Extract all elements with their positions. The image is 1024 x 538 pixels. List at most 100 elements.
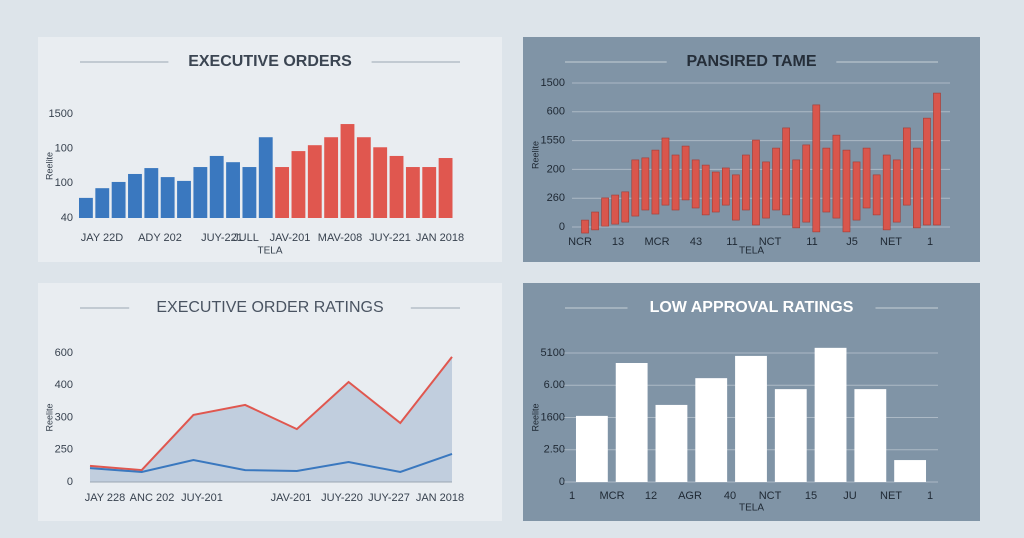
range-bar [681, 145, 690, 201]
x-tick-label: NCR [568, 236, 592, 248]
panel [38, 283, 502, 521]
bar [575, 415, 608, 482]
x-tick-label: J5 [846, 236, 858, 248]
range-bar [601, 197, 609, 227]
y-tick-label: 400 [55, 379, 73, 391]
x-tick-label: ANC 202 [130, 492, 175, 504]
bar [422, 167, 437, 218]
range-bar [591, 211, 599, 231]
y-tick-label: 40 [61, 212, 73, 224]
range-bar [782, 127, 790, 216]
y-tick-label: 260 [547, 192, 565, 204]
range-bar [822, 147, 831, 213]
x-tick-label: MAV-208 [318, 232, 362, 244]
range-bar [581, 219, 589, 234]
range-bar [882, 154, 891, 231]
y-tick-label: 600 [55, 347, 73, 359]
bar [79, 197, 93, 218]
bar [193, 167, 208, 218]
range-bar [852, 161, 861, 221]
panel-title: EXECUTIVE ORDER RATINGS [156, 299, 383, 316]
range-bar [842, 149, 851, 233]
x-tick-label: JAY 22D [81, 232, 123, 244]
range-bar [892, 159, 901, 223]
x-tick-label: 11 [726, 236, 737, 248]
bar [95, 188, 110, 218]
x-tick-label: JULL [233, 232, 259, 244]
range-bar [732, 174, 740, 221]
x-axis-label: TELA [257, 246, 282, 257]
y-tick-label: 600 [547, 106, 565, 118]
bar [389, 155, 404, 218]
range-bar [661, 137, 670, 206]
x-tick-label: JUY-227 [368, 492, 410, 504]
range-bar [832, 134, 841, 219]
bar [144, 168, 159, 218]
range-bar [862, 147, 871, 209]
range-bar [792, 159, 801, 229]
bar [324, 137, 339, 218]
line [89, 356, 453, 472]
bar [774, 389, 807, 482]
x-tick-label: MCR [644, 236, 669, 248]
y-axis-label: Reelite [530, 141, 540, 169]
x-tick-label: JAN 2018 [416, 232, 464, 244]
bar [242, 167, 257, 218]
bar [209, 155, 224, 218]
range-bar [651, 149, 660, 215]
bar [373, 147, 388, 218]
bar [275, 167, 290, 218]
panel-title: PANSIRED TAME [686, 53, 816, 70]
y-tick-label: 100 [55, 143, 73, 155]
bar [226, 162, 240, 218]
x-tick-label: 12 [645, 490, 657, 502]
y-tick-label: 250 [55, 444, 73, 456]
x-tick-label: NET [880, 490, 902, 502]
bar [615, 362, 648, 482]
x-tick-label: ADY 202 [138, 232, 182, 244]
x-axis-label: TELA [739, 246, 764, 257]
range-bar [641, 157, 650, 211]
range-bar [802, 144, 811, 223]
range-bar [772, 147, 780, 211]
y-axis-label: Reelite [44, 152, 54, 180]
x-tick-label: 15 [805, 490, 817, 502]
range-bar [902, 127, 911, 206]
bar [160, 177, 175, 218]
x-tick-label: NCT [759, 236, 782, 248]
range-bar [872, 174, 881, 216]
x-tick-label: JAN 2018 [416, 492, 464, 504]
y-axis-label: Reelite [44, 403, 54, 431]
y-tick-label: 1500 [541, 77, 565, 89]
bar [177, 180, 191, 218]
x-tick-label: 1 [927, 490, 933, 502]
x-tick-label: JUY-221 [201, 232, 243, 244]
x-axis-label: TELA [739, 503, 764, 514]
range-bar [812, 104, 821, 233]
bar [111, 181, 126, 218]
x-tick-label: 13 [612, 236, 624, 248]
range-bar [762, 161, 770, 219]
bar [735, 355, 767, 482]
area [90, 356, 452, 482]
panel-title: EXECUTIVE ORDERS [188, 53, 352, 70]
range-bar [711, 171, 720, 213]
bar [307, 145, 322, 218]
bar [695, 378, 728, 482]
bar [258, 137, 273, 218]
range-bar [923, 117, 931, 226]
x-tick-label: JUY-220 [321, 492, 363, 504]
y-tick-label: 1550 [541, 135, 565, 147]
range-bar [691, 159, 700, 209]
x-tick-label: NET [880, 236, 902, 248]
y-tick-label: 2.50 [544, 444, 565, 456]
x-tick-label: JUY-201 [181, 492, 223, 504]
range-bar [611, 194, 620, 225]
x-tick-label: 43 [690, 236, 702, 248]
y-axis-label: Reelite [530, 403, 540, 431]
range-bar [933, 92, 941, 226]
bar [894, 460, 927, 482]
y-tick-label: 0 [559, 221, 565, 233]
range-bar [742, 154, 750, 211]
